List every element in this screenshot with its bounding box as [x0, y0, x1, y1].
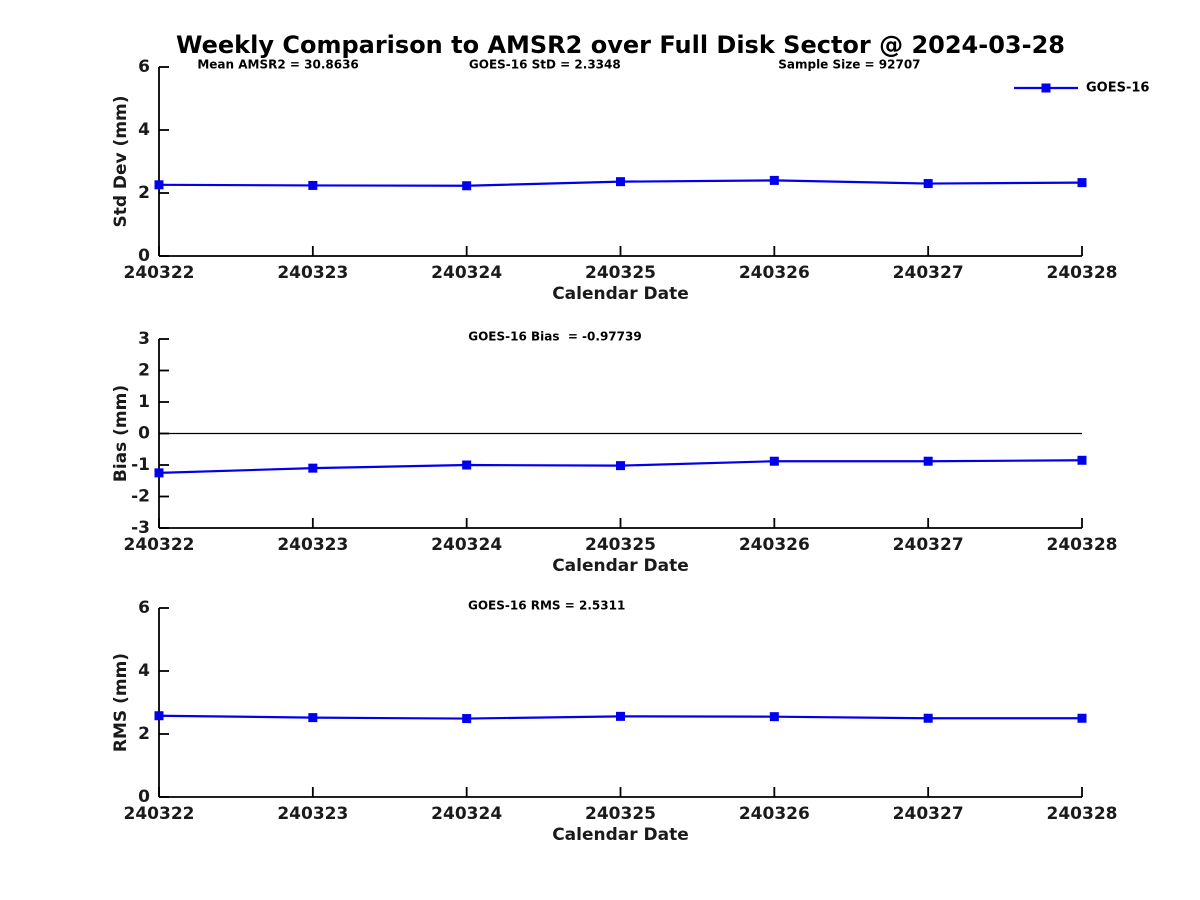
- series-marker: [769, 712, 779, 722]
- x-tick-label: 240323: [277, 535, 348, 555]
- x-axis-label: Calendar Date: [552, 556, 689, 576]
- x-axis-label: Calendar Date: [552, 825, 689, 845]
- y-tick-label: -2: [131, 487, 150, 507]
- y-tick-label: 0: [138, 787, 150, 807]
- x-tick-label: 240322: [124, 535, 195, 555]
- x-tick-label: 240328: [1047, 263, 1118, 283]
- x-tick-label: 240328: [1047, 804, 1118, 824]
- y-tick-label: 0: [138, 424, 150, 444]
- series-marker: [923, 713, 933, 723]
- figure-title: Weekly Comparison to AMSR2 over Full Dis…: [176, 31, 1065, 59]
- series-marker: [308, 463, 318, 473]
- x-tick-label: 240322: [124, 804, 195, 824]
- x-tick-label: 240327: [893, 263, 964, 283]
- series-marker: [1077, 455, 1087, 465]
- x-tick-label: 240326: [739, 535, 810, 555]
- series-marker: [154, 180, 164, 190]
- series-marker: [462, 460, 472, 470]
- y-axis-label: Std Dev (mm): [111, 95, 131, 227]
- y-tick-label: 0: [138, 246, 150, 266]
- y-axis-label: Bias (mm): [111, 385, 131, 482]
- annotation-text: GOES-16 StD = 2.3348: [469, 58, 621, 72]
- x-tick-label: 240324: [431, 263, 502, 283]
- annotation-text: Sample Size = 92707: [778, 58, 920, 72]
- series-marker: [923, 456, 933, 466]
- subplot-rms: 240322 240323 240324 240325 240326 240327 2403…: [111, 598, 1117, 845]
- series-marker: [462, 181, 472, 191]
- x-tick-label: 240327: [893, 535, 964, 555]
- y-tick-label: 4: [138, 120, 150, 140]
- x-tick-label: 240326: [739, 804, 810, 824]
- annotation-text: GOES-16 RMS = 2.5311: [468, 599, 625, 613]
- x-tick-label: 240323: [277, 263, 348, 283]
- x-tick-label: 240322: [124, 263, 195, 283]
- series-marker: [616, 461, 625, 471]
- series-marker: [923, 179, 933, 189]
- x-tick-label: 240327: [893, 804, 964, 824]
- y-tick-label: -3: [131, 518, 150, 538]
- y-tick-label: 6: [138, 57, 150, 77]
- series-marker: [462, 714, 472, 724]
- y-tick-label: 3: [138, 329, 150, 349]
- series-marker: [769, 175, 779, 185]
- subplot-std-dev: 240322 240323 240324 240325 240326 240327 2403…: [111, 57, 1149, 304]
- series-marker: [1077, 713, 1087, 723]
- x-tick-label: 240328: [1047, 535, 1118, 555]
- x-tick-label: 240325: [585, 804, 656, 824]
- x-tick-label: 240324: [431, 535, 502, 555]
- y-tick-label: 2: [138, 361, 150, 381]
- x-tick-label: 240325: [585, 263, 656, 283]
- series-marker: [769, 456, 779, 466]
- y-axis-label: RMS (mm): [111, 653, 131, 752]
- subplot-bias: 240322 240323 240324 240325 240326 240327 2403…: [111, 329, 1117, 576]
- series-marker: [616, 711, 625, 721]
- series-marker: [1077, 178, 1087, 188]
- series-marker: [154, 711, 164, 721]
- y-tick-label: -1: [131, 455, 150, 475]
- y-tick-label: 2: [138, 724, 150, 744]
- annotation-text: GOES-16 Bias = -0.97739: [468, 330, 641, 344]
- series-marker: [154, 468, 164, 478]
- x-tick-label: 240323: [277, 804, 348, 824]
- y-tick-label: 1: [138, 392, 150, 412]
- x-axis-label: Calendar Date: [552, 284, 689, 304]
- y-tick-label: 6: [138, 598, 150, 618]
- y-tick-label: 4: [138, 661, 150, 681]
- annotation-text: Mean AMSR2 = 30.8636: [197, 58, 358, 72]
- x-tick-label: 240324: [431, 804, 502, 824]
- legend-marker: [1041, 83, 1051, 93]
- series-marker: [308, 180, 318, 190]
- series-marker: [308, 713, 318, 723]
- x-tick-label: 240326: [739, 263, 810, 283]
- y-tick-label: 2: [138, 183, 150, 203]
- series-marker: [616, 177, 625, 187]
- x-tick-label: 240325: [585, 535, 656, 555]
- legend-label: GOES-16: [1086, 81, 1149, 96]
